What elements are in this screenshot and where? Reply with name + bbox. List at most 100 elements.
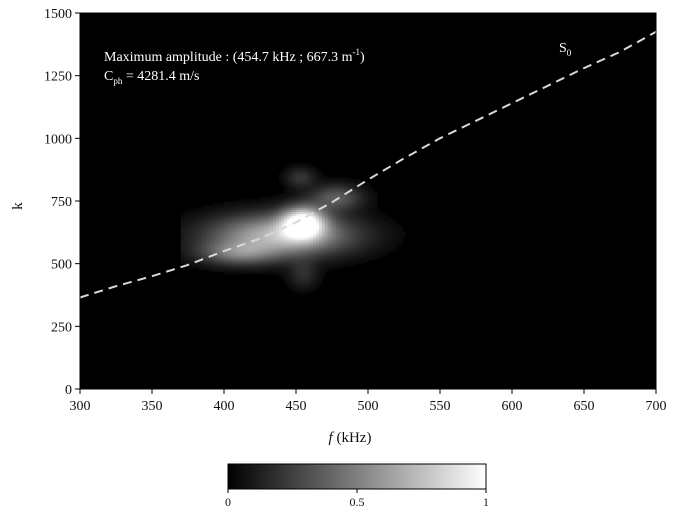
heatmap-cell [244,231,248,235]
heatmap-cell [356,251,360,255]
heatmap-cell [267,205,271,209]
heatmap-cell [278,235,283,239]
heatmap-cell [296,229,300,233]
heatmap-cell [365,215,369,219]
heatmap-cell [376,211,381,215]
heatmap-cell [281,271,286,275]
heatmap-cell [307,179,311,183]
heatmap-cell [330,213,335,217]
heatmap-cell [307,285,311,289]
heatmap-cell [307,251,311,255]
heatmap-cell [342,263,346,267]
heatmap-cell [241,231,245,235]
heatmap-cell [316,175,320,179]
heatmap-cell [298,207,303,211]
heatmap-cell [200,215,205,219]
heatmap-cell [382,217,386,221]
heatmap-cell [373,253,378,257]
heatmap-cell [327,177,332,181]
heatmap-cell [198,229,202,233]
heatmap-cell [287,243,291,247]
heatmap-cell [209,237,214,241]
heatmap-cell [342,227,346,231]
heatmap-cell [281,251,286,255]
heatmap-cell [353,185,358,189]
heatmap-cell [391,219,395,223]
heatmap-cell [247,233,251,237]
heatmap-cell [362,233,366,237]
heatmap-cell [212,207,216,211]
heatmap-cell [195,217,199,221]
heatmap-cell [198,227,202,231]
heatmap-cell [324,269,329,273]
heatmap-cell [284,187,288,191]
heatmap-cell [224,223,228,227]
heatmap-cell [272,199,277,203]
heatmap-cell [238,199,242,203]
heatmap-cell [391,243,395,247]
heatmap-cell [347,237,352,241]
heatmap-cell [186,223,191,227]
heatmap-cell [258,211,263,215]
heatmap-cell [272,245,277,249]
heatmap-cell [330,183,335,187]
heatmap-cell [281,249,286,253]
heatmap-cell [301,283,306,287]
heatmap-cell [290,229,294,233]
heatmap-cell [296,257,300,261]
heatmap-cell [212,265,216,269]
heatmap-cell [275,237,280,241]
y-tick-label: 1500 [44,7,72,22]
heatmap-cell [316,239,320,243]
heatmap-cell [180,233,185,237]
heatmap-cell [310,189,314,193]
heatmap-cell [365,259,369,263]
heatmap-cell [284,265,288,269]
heatmap-cell [218,233,222,237]
heatmap-cell [252,265,257,269]
heatmap-cell [198,255,202,259]
heatmap-cell [301,187,306,191]
heatmap-cell [183,247,188,251]
heatmap-cell [267,247,271,251]
heatmap-cell [249,271,254,275]
heatmap-cell [359,233,363,237]
heatmap-cell [301,257,306,261]
heatmap-cell [336,261,340,265]
heatmap-cell [298,253,303,257]
heatmap-cell [267,231,271,235]
heatmap-cell [258,271,263,275]
heatmap-cell [307,263,311,267]
heatmap-cell [281,255,286,259]
heatmap-cell [183,259,188,263]
heatmap-cell [336,199,340,203]
heatmap-cell [247,235,251,239]
heatmap-cell [293,289,297,293]
heatmap-cell [370,253,375,257]
heatmap-cell [347,199,352,203]
heatmap-cell [324,183,329,187]
heatmap-cell [264,211,268,215]
heatmap-cell [362,191,366,195]
heatmap-cell [284,183,288,187]
heatmap-cell [261,241,265,245]
heatmap-cell [264,267,268,271]
heatmap-cell [339,235,343,239]
heatmap-cell [249,255,254,259]
heatmap-cell [284,217,288,221]
heatmap-cell [353,201,358,205]
heatmap-cell [278,177,283,181]
heatmap-cell [324,209,329,213]
heatmap-cell [241,245,245,249]
heatmap-cell [379,217,383,221]
heatmap-cell [344,249,349,253]
heatmap-cell [399,241,404,245]
heatmap-cell [313,225,317,229]
heatmap-cell [365,249,369,253]
heatmap-cell [232,255,237,259]
heatmap-cell [316,205,320,209]
heatmap-cell [261,207,265,211]
heatmap-cell [307,281,311,285]
heatmap-cell [287,241,291,245]
heatmap-cell [336,223,340,227]
